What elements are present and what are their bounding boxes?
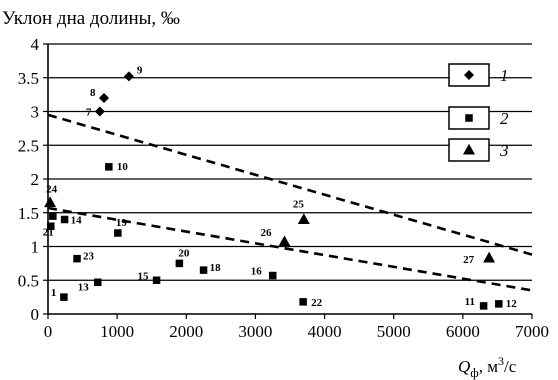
point-square-unlabeled-14 (49, 212, 57, 220)
point-label-7: 7 (86, 107, 92, 119)
point-label-13: 13 (78, 281, 90, 293)
point-triangle-26 (278, 235, 291, 247)
point-label-27: 27 (463, 254, 475, 266)
trend-lines (47, 113, 533, 292)
legend-label-1: 1 (500, 66, 509, 85)
y-tick-label-8: 4 (31, 35, 40, 54)
x-tick-label-1: 1000 (100, 322, 134, 341)
point-label-12: 12 (506, 298, 517, 310)
point-label-22: 22 (311, 297, 323, 309)
legend-label-3: 3 (499, 141, 509, 160)
point-square-23 (73, 254, 81, 263)
point-square-18 (199, 266, 208, 274)
y-tick-label-3: 1.5 (18, 204, 39, 223)
point-square-12 (495, 300, 503, 308)
x-tick-label-0: 0 (44, 322, 53, 341)
x-tick-label-2: 2000 (169, 322, 203, 341)
point-label-21: 21 (43, 226, 54, 238)
y-tick-label-7: 3.5 (18, 69, 39, 88)
x-label-sup: 3 (498, 354, 504, 368)
point-square-22 (299, 298, 307, 306)
point-label-11: 11 (465, 296, 475, 308)
point-square-13 (94, 278, 102, 287)
point-label-20: 20 (178, 247, 190, 259)
point-label-24: 24 (46, 184, 58, 196)
point-square-16 (268, 271, 277, 280)
x-tick-label-7: 7000 (515, 322, 549, 341)
x-tick-label-6: 6000 (446, 322, 480, 341)
point-label-16: 16 (251, 266, 263, 278)
x-label-q: Q (458, 357, 470, 376)
axes: 0 0.5 1 1.5 2 2.5 3 3.5 4 0 1000 2000 3000 4000 5000 60… (18, 35, 549, 341)
point-label-15: 15 (138, 270, 150, 282)
data-points (44, 71, 503, 310)
x-tick-label-4: 4000 (308, 322, 342, 341)
point-square-21 (47, 222, 55, 230)
trend-line-1 (47, 113, 533, 256)
y-tick-label-4: 2 (31, 170, 40, 189)
point-triangle-27 (483, 251, 496, 263)
y-tick-label-6: 3 (31, 103, 40, 122)
point-square-15 (152, 276, 161, 284)
point-square-1 (60, 293, 68, 301)
y-tick-label-0: 0 (31, 305, 40, 324)
point-label-1: 1 (51, 287, 57, 299)
y-tick-label-1: 0.5 (18, 271, 39, 290)
x-label-sub: ф (470, 365, 478, 380)
point-triangle-24 (44, 196, 57, 208)
point-square-11 (479, 302, 488, 310)
point-square-20 (175, 259, 184, 268)
point-label-9: 9 (137, 64, 143, 76)
legend-marker-square (465, 114, 473, 122)
point-label-8: 8 (90, 87, 96, 99)
point-label-19: 19 (116, 217, 128, 229)
point-label-23: 23 (83, 251, 95, 263)
legend-marker-diamond (464, 70, 474, 80)
legend-marker-triangle (463, 143, 475, 155)
x-label-unit: , м (479, 357, 499, 376)
point-label-10: 10 (117, 161, 128, 173)
point-diamond-7 (94, 106, 105, 117)
trend-line-2 (47, 206, 533, 292)
point-triangle-25 (297, 213, 310, 224)
point-label-18: 18 (210, 262, 222, 274)
x-axis-label: Qф, м3/с (458, 354, 517, 380)
point-label-25: 25 (293, 199, 305, 211)
y-tick-label-2: 1 (31, 238, 40, 257)
point-diamond-8 (99, 93, 110, 103)
point-label-14: 14 (71, 215, 83, 227)
point-square-19 (114, 229, 122, 237)
point-label-26: 26 (260, 227, 272, 239)
chart-title: Уклон дна долины, ‰ (2, 8, 180, 29)
x-tick-label-3: 3000 (238, 322, 272, 341)
legend: 1 2 3 (448, 63, 509, 162)
x-tick-label-5: 5000 (377, 322, 411, 341)
point-square-14 (60, 215, 69, 224)
point-diamond-9 (123, 71, 134, 82)
point-square-10 (105, 163, 113, 171)
x-label-tail: /с (504, 357, 517, 376)
y-tick-label-5: 2.5 (18, 136, 39, 155)
legend-label-2: 2 (500, 109, 509, 128)
